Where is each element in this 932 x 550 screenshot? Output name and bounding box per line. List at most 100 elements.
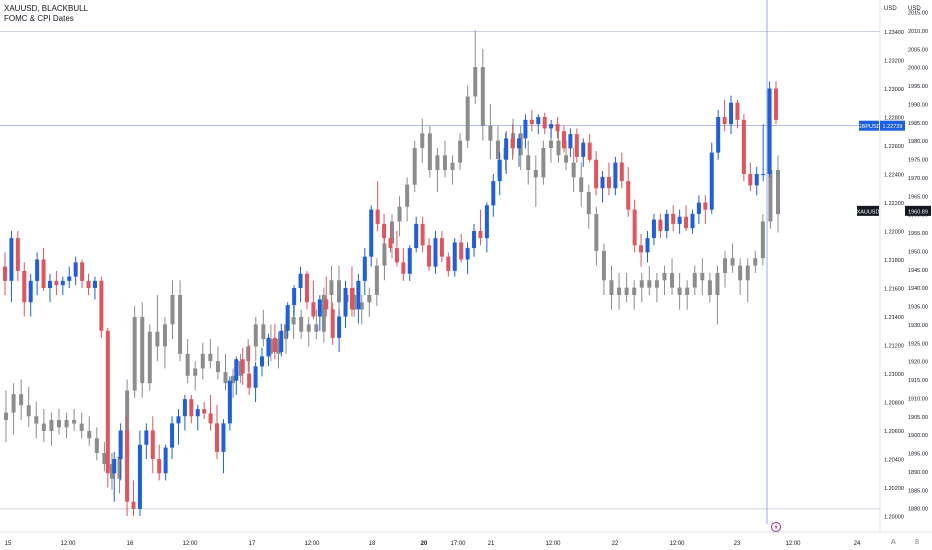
xauusd-candle[interactable] xyxy=(49,419,54,431)
gbpusd-candle[interactable] xyxy=(15,238,20,271)
gbpusd-candle[interactable] xyxy=(452,242,457,271)
gbpusd-candle[interactable] xyxy=(561,131,566,149)
xauusd-candle[interactable] xyxy=(231,375,236,384)
gbpusd-candle[interactable] xyxy=(587,142,592,160)
xauusd-candle[interactable] xyxy=(19,394,24,406)
gbpusd-price-badge[interactable] xyxy=(880,120,905,131)
gbpusd-candle[interactable] xyxy=(9,238,14,281)
gbpusd-candle[interactable] xyxy=(260,356,264,367)
gbpusd-candle[interactable] xyxy=(472,231,477,249)
gbpusd-candle[interactable] xyxy=(92,280,97,288)
xauusd-candle[interactable] xyxy=(480,67,485,126)
gbpusd-candle[interactable] xyxy=(594,159,599,189)
gbpusd-candle[interactable] xyxy=(80,262,85,281)
xauusd-candle[interactable] xyxy=(140,317,145,384)
log-scale-button[interactable]: 8 xyxy=(915,539,919,546)
gbpusd-candle[interactable] xyxy=(478,231,483,239)
gbpusd-candle[interactable] xyxy=(279,330,284,353)
gbpusd-candle[interactable] xyxy=(137,444,142,509)
gbpusd-candle[interactable] xyxy=(292,288,297,306)
gbpusd-candle[interactable] xyxy=(600,176,605,189)
xauusd-candle[interactable] xyxy=(738,265,743,281)
gbpusd-candle[interactable] xyxy=(574,134,579,157)
gbpusd-candle[interactable] xyxy=(671,213,676,224)
xauusd-candle[interactable] xyxy=(329,280,334,295)
gbpusd-candle[interactable] xyxy=(73,262,78,277)
gbpusd-label-badge[interactable] xyxy=(859,120,879,131)
gbpusd-candle[interactable] xyxy=(182,399,187,417)
xauusd-candle[interactable] xyxy=(760,221,765,259)
gbpusd-candle[interactable] xyxy=(234,359,239,381)
gbpusd-candle[interactable] xyxy=(157,459,162,474)
xauusd-candle[interactable] xyxy=(647,280,652,288)
gbpusd-candle[interactable] xyxy=(581,142,586,157)
xauusd-candle[interactable] xyxy=(594,214,599,251)
gbpusd-candle[interactable] xyxy=(703,202,708,210)
xauusd-candle[interactable] xyxy=(548,140,553,148)
xauusd-candle[interactable] xyxy=(420,133,425,148)
xauusd-candle[interactable] xyxy=(299,317,304,332)
gbpusd-candle[interactable] xyxy=(317,299,322,317)
gbpusd-candle[interactable] xyxy=(420,223,425,246)
gbpusd-candle[interactable] xyxy=(35,259,40,281)
xauusd-candle[interactable] xyxy=(617,287,622,295)
xauusd-candle[interactable] xyxy=(654,280,659,288)
xauusd-candle[interactable] xyxy=(624,287,629,295)
xauusd-candle[interactable] xyxy=(102,453,107,465)
gbpusd-candle[interactable] xyxy=(221,423,226,452)
xauusd-candle[interactable] xyxy=(533,170,538,178)
xauusd-candle[interactable] xyxy=(276,339,281,354)
xauusd-candle[interactable] xyxy=(64,419,69,428)
xauusd-candle[interactable] xyxy=(495,140,500,159)
xauusd-candle[interactable] xyxy=(200,353,205,369)
gbpusd-candle[interactable] xyxy=(215,423,220,452)
gbpusd-candle[interactable] xyxy=(240,359,245,374)
xauusd-candle[interactable] xyxy=(185,353,190,376)
xauusd-candle[interactable] xyxy=(374,265,379,295)
xauusd-candle[interactable] xyxy=(458,140,463,163)
xauusd-candle[interactable] xyxy=(473,67,478,97)
gbpusd-candle[interactable] xyxy=(285,305,290,331)
xauusd-candle[interactable] xyxy=(382,243,387,266)
gbpusd-candle[interactable] xyxy=(767,88,772,175)
gbpusd-candle[interactable] xyxy=(67,276,72,281)
xauusd-candle[interactable] xyxy=(87,430,92,439)
xauusd-candle[interactable] xyxy=(397,206,402,222)
xauusd-candle[interactable] xyxy=(72,419,77,424)
xauusd-candle[interactable] xyxy=(238,361,243,376)
gbpusd-candle[interactable] xyxy=(504,138,509,160)
gbpusd-candle[interactable] xyxy=(304,273,309,303)
gbpusd-candle[interactable] xyxy=(664,213,669,231)
xauusd-candle[interactable] xyxy=(321,294,326,332)
gbpusd-candle[interactable] xyxy=(28,280,33,303)
xauusd-candle[interactable] xyxy=(442,155,447,171)
gbpusd-candle[interactable] xyxy=(497,159,502,182)
xauusd-candle[interactable] xyxy=(193,368,198,376)
gbpusd-candle[interactable] xyxy=(47,280,52,288)
indicator-title[interactable]: FOMC & CPI Dates xyxy=(4,14,74,23)
gbpusd-candle[interactable] xyxy=(41,259,46,289)
gbpusd-candle[interactable] xyxy=(349,288,354,310)
gbpusd-candle[interactable] xyxy=(3,266,7,281)
xauusd-candle[interactable] xyxy=(632,287,637,295)
xauusd-candle[interactable] xyxy=(670,272,675,288)
gbpusd-candle[interactable] xyxy=(99,280,104,331)
gbpusd-candle[interactable] xyxy=(491,181,496,206)
xauusd-candle[interactable] xyxy=(488,125,493,141)
gbpusd-candle[interactable] xyxy=(741,119,746,174)
xauusd-candle[interactable] xyxy=(306,324,311,332)
gbpusd-candle[interactable] xyxy=(619,162,624,182)
gbpusd-candle[interactable] xyxy=(645,238,650,253)
xauusd-candle[interactable] xyxy=(601,250,606,281)
xauusd-candle[interactable] xyxy=(94,438,99,453)
gbpusd-candle[interactable] xyxy=(555,124,560,132)
xauusd-candle[interactable] xyxy=(34,416,39,424)
gbpusd-candle[interactable] xyxy=(247,373,252,388)
xauusd-candle[interactable] xyxy=(215,361,220,373)
xauusd-candle[interactable] xyxy=(170,294,175,325)
gbpusd-candle[interactable] xyxy=(709,152,714,210)
xauusd-candle[interactable] xyxy=(314,324,319,332)
xauusd-candle[interactable] xyxy=(685,287,690,295)
xauusd-candle[interactable] xyxy=(700,272,705,281)
gbpusd-candle[interactable] xyxy=(118,430,123,460)
